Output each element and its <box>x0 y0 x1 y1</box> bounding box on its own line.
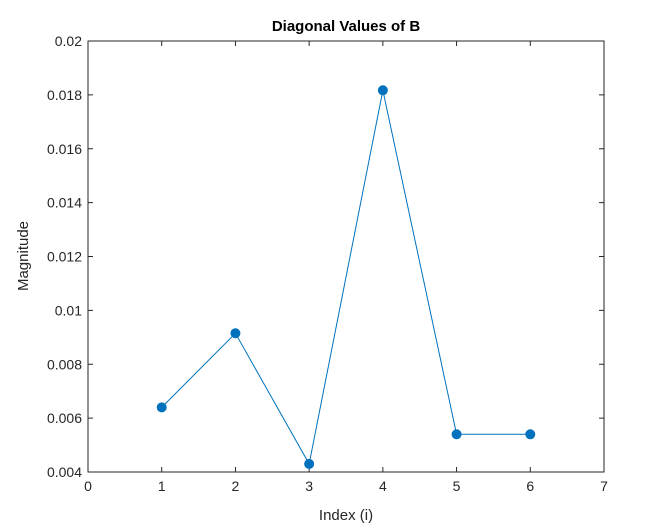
x-tick-label: 7 <box>600 478 608 494</box>
y-ticks: 0.004 0.006 0.008 0.01 0.012 0.014 0.016 0.018 0… <box>47 33 604 480</box>
x-tick-label: 6 <box>526 478 534 494</box>
x-axis-label: Index (i) <box>319 507 373 524</box>
chart-title: Diagonal Values of B <box>272 18 421 35</box>
x-tick-label: 3 <box>305 478 313 494</box>
series-layer <box>156 85 536 469</box>
x-tick-label: 4 <box>379 478 387 494</box>
data-point <box>525 429 536 440</box>
y-axis-label: Magnitude <box>15 221 32 291</box>
x-tick-label: 5 <box>453 478 461 494</box>
y-tick-label: 0.016 <box>47 141 82 157</box>
data-point <box>156 402 167 413</box>
y-tick-label: 0.008 <box>47 356 82 372</box>
y-tick-label: 0.018 <box>47 87 82 103</box>
x-ticks: 0 1 2 3 4 5 6 7 <box>84 41 608 494</box>
y-tick-label: 0.006 <box>47 410 82 426</box>
y-tick-label: 0.012 <box>47 249 82 265</box>
y-tick-label: 0.004 <box>47 464 82 480</box>
series-line <box>161 90 531 466</box>
data-point <box>451 429 462 440</box>
y-tick-label: 0.02 <box>55 33 82 49</box>
x-tick-label: 1 <box>158 478 166 494</box>
x-tick-label: 2 <box>232 478 240 494</box>
data-point <box>304 458 315 469</box>
plot-area <box>87 40 605 473</box>
data-point <box>230 328 241 339</box>
x-tick-label: 0 <box>84 478 92 494</box>
y-tick-label: 0.014 <box>47 195 82 211</box>
data-point <box>377 85 388 96</box>
y-tick-label: 0.01 <box>55 302 82 318</box>
